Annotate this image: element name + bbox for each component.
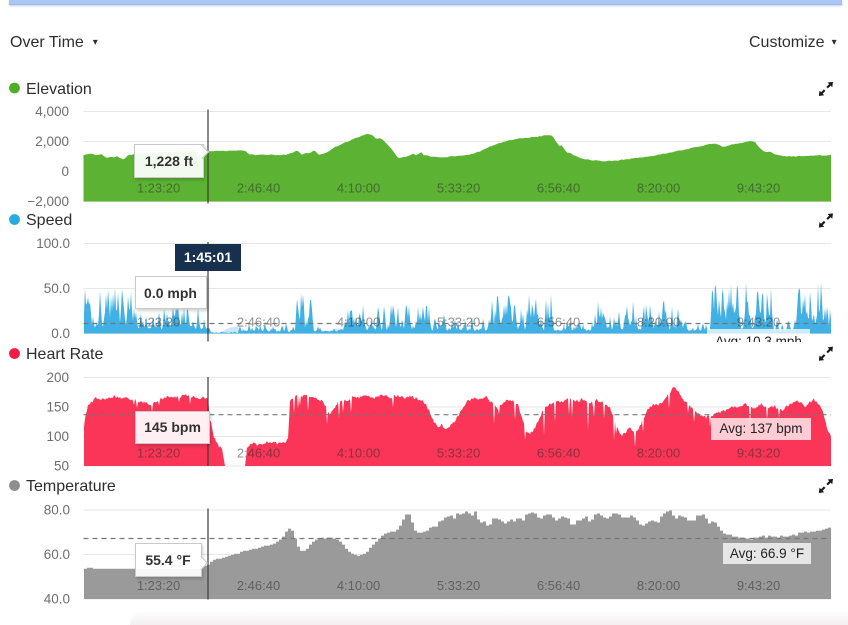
svg-text:5:33:20: 5:33:20 (437, 446, 480, 461)
svg-text:4:10:00: 4:10:00 (337, 181, 380, 196)
svg-text:9:43:20: 9:43:20 (737, 446, 780, 461)
svg-text:8:20:00: 8:20:00 (637, 446, 680, 461)
svg-text:5:33:20: 5:33:20 (437, 315, 480, 330)
svg-text:200: 200 (46, 370, 69, 385)
svg-text:−2,000: −2,000 (27, 194, 69, 209)
svg-text:2:46:40: 2:46:40 (237, 446, 280, 461)
svg-text:40.0: 40.0 (44, 592, 70, 607)
svg-text:100: 100 (46, 429, 69, 444)
svg-text:5:33:20: 5:33:20 (437, 578, 480, 593)
svg-text:50: 50 (54, 459, 69, 474)
svg-text:2:46:40: 2:46:40 (237, 578, 280, 593)
svg-text:2,000: 2,000 (35, 134, 69, 149)
svg-text:4:10:00: 4:10:00 (337, 578, 380, 593)
svg-text:9:43:20: 9:43:20 (737, 315, 780, 330)
svg-text:6:56:40: 6:56:40 (537, 578, 580, 593)
svg-text:150: 150 (46, 400, 69, 415)
svg-text:4,000: 4,000 (35, 104, 69, 119)
svg-text:9:43:20: 9:43:20 (737, 181, 780, 196)
svg-text:0: 0 (61, 164, 69, 179)
svg-text:2:46:40: 2:46:40 (237, 181, 280, 196)
svg-text:4:10:00: 4:10:00 (337, 446, 380, 461)
svg-text:8:20:00: 8:20:00 (637, 315, 680, 330)
svg-text:9:43:20: 9:43:20 (737, 578, 780, 593)
svg-text:6:56:40: 6:56:40 (537, 446, 580, 461)
svg-text:100.0: 100.0 (36, 236, 70, 251)
svg-text:2:46:40: 2:46:40 (237, 315, 280, 330)
svg-text:0.0: 0.0 (51, 326, 70, 341)
svg-text:80.0: 80.0 (44, 503, 70, 518)
svg-text:4:10:00: 4:10:00 (337, 315, 380, 330)
svg-text:1:23:20: 1:23:20 (137, 578, 180, 593)
svg-text:5:33:20: 5:33:20 (437, 181, 480, 196)
svg-text:6:56:40: 6:56:40 (537, 181, 580, 196)
svg-text:50.0: 50.0 (44, 281, 70, 296)
svg-text:60.0: 60.0 (44, 547, 70, 562)
svg-text:1:23:20: 1:23:20 (137, 446, 180, 461)
svg-text:8:20:00: 8:20:00 (637, 578, 680, 593)
svg-text:8:20:00: 8:20:00 (637, 181, 680, 196)
svg-text:1:23:20: 1:23:20 (137, 315, 180, 330)
svg-text:1:23:20: 1:23:20 (137, 181, 180, 196)
svg-text:6:56:40: 6:56:40 (537, 315, 580, 330)
